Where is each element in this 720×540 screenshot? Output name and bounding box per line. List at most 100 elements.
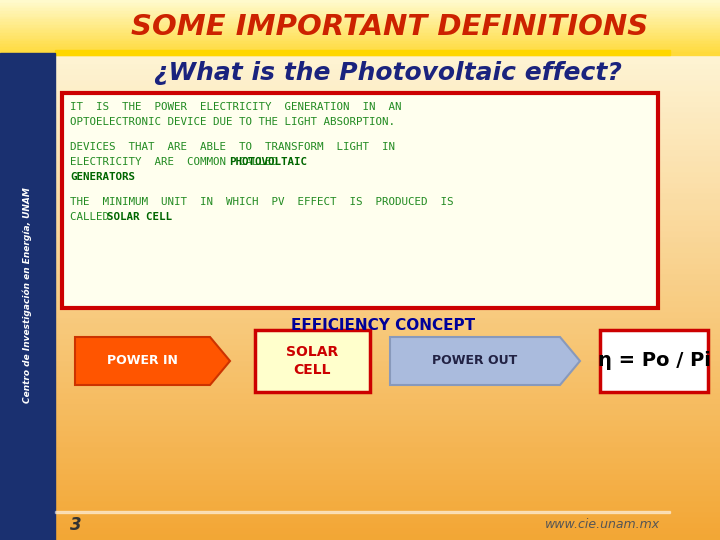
Bar — [0, 351, 720, 356]
Polygon shape — [390, 337, 580, 385]
Text: ELECTRICITY  ARE  COMMON  CALLED: ELECTRICITY ARE COMMON CALLED — [70, 157, 291, 167]
Bar — [0, 92, 720, 97]
Bar — [0, 50, 720, 52]
Bar — [0, 464, 720, 470]
Text: DEVICES  THAT  ARE  ABLE  TO  TRANSFORM  LIGHT  IN: DEVICES THAT ARE ABLE TO TRANSFORM LIGHT… — [70, 142, 395, 152]
Bar — [0, 189, 720, 194]
Bar — [0, 157, 720, 162]
Text: ¿What is the Photovoltaic effect?: ¿What is the Photovoltaic effect? — [154, 61, 622, 85]
Bar — [0, 448, 720, 454]
Bar — [0, 459, 720, 464]
Bar — [0, 383, 720, 389]
Bar — [0, 319, 720, 324]
Bar — [0, 254, 720, 259]
Bar — [0, 41, 720, 44]
Bar — [0, 70, 720, 76]
Bar — [0, 454, 720, 459]
Bar — [0, 184, 720, 189]
Bar — [0, 86, 720, 92]
Bar — [0, 22, 720, 27]
Text: IT  IS  THE  POWER  ELECTRICITY  GENERATION  IN  AN: IT IS THE POWER ELECTRICITY GENERATION I… — [70, 102, 402, 112]
Bar — [0, 400, 720, 405]
Bar — [0, 367, 720, 373]
Text: η = Po / Pi: η = Po / Pi — [598, 352, 711, 370]
Bar — [0, 211, 720, 216]
Bar — [0, 373, 720, 378]
Bar — [0, 167, 720, 173]
Bar — [0, 33, 720, 36]
Bar — [0, 227, 720, 232]
Text: www.cie.unam.mx: www.cie.unam.mx — [545, 518, 660, 531]
Bar — [0, 508, 720, 513]
Bar — [0, 5, 720, 11]
Bar — [0, 410, 720, 416]
Bar — [0, 205, 720, 211]
Bar — [0, 486, 720, 491]
Text: SOLAR CELL: SOLAR CELL — [107, 212, 173, 222]
Bar — [55, 511, 670, 513]
Bar — [600, 330, 708, 392]
Bar — [0, 491, 720, 497]
Bar — [0, 38, 720, 43]
Bar — [0, 59, 720, 65]
Bar — [0, 3, 720, 5]
Bar — [0, 76, 720, 81]
Bar — [0, 146, 720, 151]
Bar — [0, 16, 720, 22]
Bar — [0, 362, 720, 367]
Bar — [0, 43, 720, 49]
Bar — [0, 0, 720, 3]
Bar — [0, 394, 720, 400]
Bar — [0, 32, 720, 38]
Text: EFFICIENCY CONCEPT: EFFICIENCY CONCEPT — [291, 318, 475, 333]
Text: THE  MINIMUM  UNIT  IN  WHICH  PV  EFFECT  IS  PRODUCED  IS: THE MINIMUM UNIT IN WHICH PV EFFECT IS P… — [70, 197, 454, 207]
Text: POWER IN: POWER IN — [107, 354, 178, 368]
Bar — [0, 216, 720, 221]
Bar — [0, 389, 720, 394]
Text: PHOTOVOLTAIC: PHOTOVOLTAIC — [229, 157, 307, 167]
Bar — [0, 54, 720, 59]
Bar — [0, 28, 720, 30]
Bar — [0, 324, 720, 329]
Bar — [0, 140, 720, 146]
Bar — [0, 346, 720, 351]
Bar — [0, 81, 720, 86]
Bar — [0, 221, 720, 227]
Bar — [0, 518, 720, 524]
Text: SOME IMPORTANT DEFINITIONS: SOME IMPORTANT DEFINITIONS — [131, 13, 649, 41]
Bar — [0, 470, 720, 475]
Bar — [0, 25, 720, 28]
Bar — [0, 265, 720, 270]
Bar — [0, 11, 720, 14]
Bar — [0, 286, 720, 292]
Bar — [0, 8, 720, 11]
Bar — [0, 173, 720, 178]
Text: Centro de Investigación en Energía, UNAM: Centro de Investigación en Energía, UNAM — [22, 187, 32, 403]
Bar — [0, 11, 720, 16]
Bar — [0, 302, 720, 308]
Bar — [0, 44, 720, 47]
Bar — [0, 405, 720, 410]
Bar — [0, 47, 720, 50]
Bar — [0, 97, 720, 103]
Bar — [0, 65, 720, 70]
Bar — [0, 238, 720, 243]
Bar — [0, 443, 720, 448]
Bar — [0, 378, 720, 383]
Bar — [0, 308, 720, 313]
Bar — [0, 22, 720, 25]
Text: SOLAR
CELL: SOLAR CELL — [287, 346, 338, 377]
Bar — [0, 502, 720, 508]
Bar — [0, 130, 720, 135]
Bar — [0, 194, 720, 200]
Polygon shape — [75, 337, 230, 385]
Bar — [0, 335, 720, 340]
Bar — [0, 53, 55, 540]
Bar — [0, 270, 720, 275]
Bar — [0, 416, 720, 421]
Text: CALLED: CALLED — [70, 212, 122, 222]
Bar — [0, 421, 720, 427]
Bar — [0, 17, 720, 19]
Bar — [0, 297, 720, 302]
Bar — [0, 329, 720, 335]
